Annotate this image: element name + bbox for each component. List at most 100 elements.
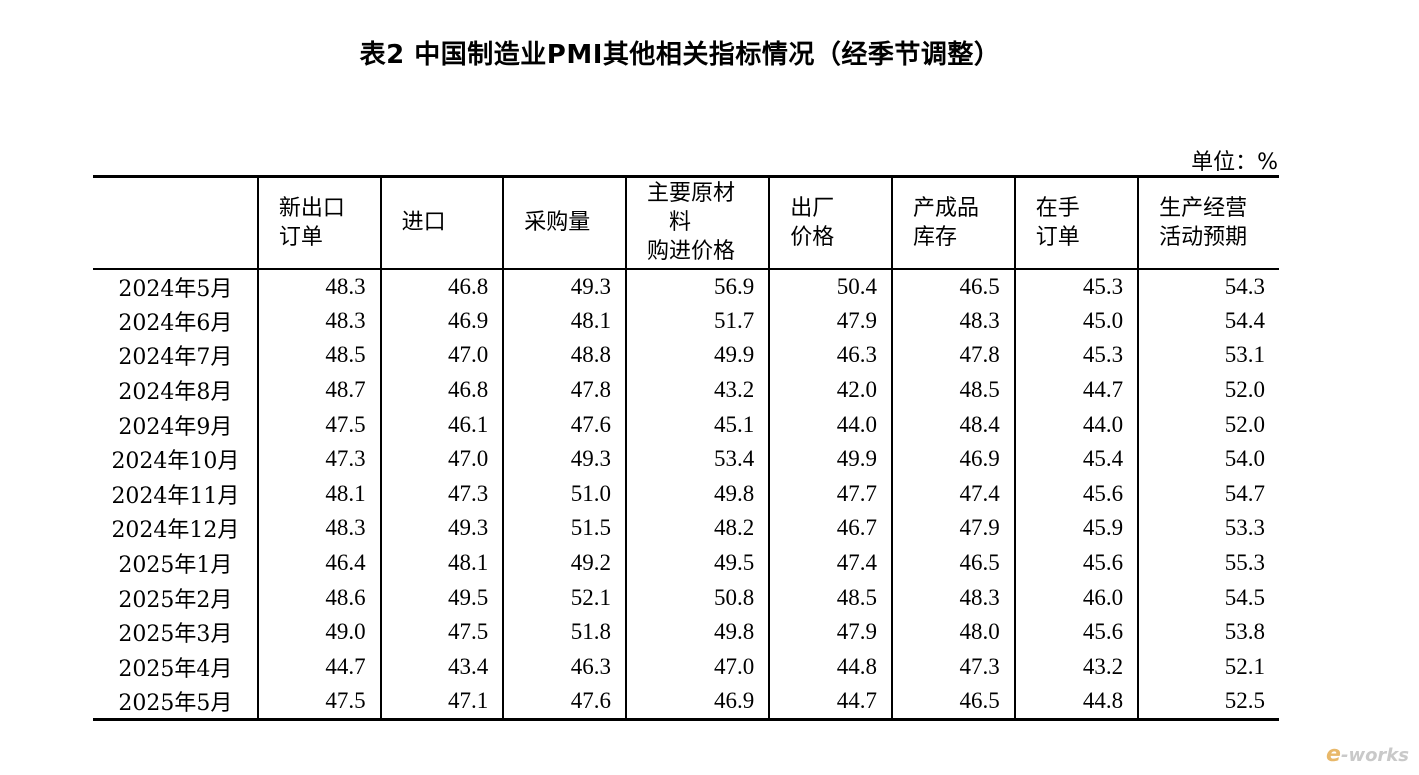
value-cell: 48.5 [891,372,1015,408]
value-cell: 45.3 [1013,268,1139,304]
table-body: 2024年5月 48.3 46.8 49.3 56.9 50.4 46.5 45.3 54.3 2… [93,268,1279,720]
value-cell: 44.7 [1013,372,1139,408]
value-cell: 48.7 [256,372,381,408]
value-cell: 46.8 [379,372,504,408]
value-cell: 48.1 [502,303,626,339]
table-row: 2024年12月 48.3 49.3 51.5 48.2 46.7 47.9 45.9 53.3 [93,511,1279,546]
table-title: 表2 中国制造业PMI其他相关指标情况（经季节调整） [359,40,1001,70]
eworks-logo: e-works [1326,742,1409,767]
value-cell: 46.5 [891,684,1015,720]
value-cell: 47.0 [379,338,504,373]
header-cell-finished-goods-inventory: 产成品 库存 [891,176,1015,270]
value-cell: 45.6 [1013,476,1139,512]
value-cell: 45.6 [1013,614,1139,650]
header-line: 新出口 [278,195,345,221]
value-cell: 47.1 [379,684,504,720]
value-cell: 51.5 [502,511,626,546]
table-header: 新出口 订单 进口 采购量 主要原材 料 购进价格 出厂 价格 产成品 库存 [93,176,1279,270]
value-cell: 42.0 [768,372,892,408]
header-line: 购进价格 [646,239,735,265]
header-line: 在手 [1035,195,1080,221]
table-row: 2025年2月 48.6 49.5 52.1 50.8 48.5 48.3 46.0 54.5 [93,580,1279,615]
value-cell: 46.5 [891,268,1015,304]
header-cell-business-expectations: 生产经营 活动预期 [1137,176,1279,270]
month-cell: 2024年10月 [111,449,240,475]
value-cell: 47.3 [891,649,1015,685]
value-cell: 49.3 [379,511,504,546]
header-cell-new-export-orders: 新出口 订单 [256,176,381,270]
month-cell: 2025年4月 [118,656,233,682]
value-cell: 53.1 [1137,338,1279,373]
header-line: 料 [668,210,691,236]
value-cell: 55.3 [1137,545,1279,581]
value-cell: 54.7 [1137,476,1279,512]
value-cell: 43.4 [379,649,504,685]
value-cell: 45.0 [1013,303,1139,339]
value-cell: 44.0 [1013,407,1139,442]
value-cell: 48.8 [502,338,626,373]
value-cell: 47.8 [891,338,1015,373]
value-cell: 47.3 [256,441,381,477]
value-cell: 45.6 [1013,545,1139,581]
value-cell: 46.5 [891,545,1015,581]
month-cell: 2025年3月 [118,622,233,648]
value-cell: 49.8 [624,614,770,650]
value-cell: 47.0 [624,649,770,685]
value-cell: 48.4 [891,407,1015,442]
value-cell: 48.2 [624,511,770,546]
value-cell: 47.9 [891,511,1015,546]
value-cell: 47.5 [379,614,504,650]
header-cell-imports: 进口 [379,176,504,270]
value-cell: 49.2 [502,545,626,581]
value-cell: 48.5 [256,338,381,373]
value-cell: 44.7 [768,684,892,720]
value-cell: 46.7 [768,511,892,546]
value-cell: 51.7 [624,303,770,339]
header-line: 主要原材 [646,181,735,207]
value-cell: 52.0 [1137,372,1279,408]
value-cell: 48.3 [256,303,381,339]
table-row: 2024年5月 48.3 46.8 49.3 56.9 50.4 46.5 45.3 54.3 [93,268,1279,304]
month-cell: 2024年5月 [118,276,233,302]
value-cell: 43.2 [1013,649,1139,685]
value-cell: 51.8 [502,614,626,650]
value-cell: 50.4 [768,268,892,304]
value-cell: 44.8 [768,649,892,685]
value-cell: 48.0 [891,614,1015,650]
value-cell: 46.9 [624,684,770,720]
value-cell: 47.8 [502,372,626,408]
value-cell: 52.1 [1137,649,1279,685]
header-cell-month [93,176,258,270]
value-cell: 53.8 [1137,614,1279,650]
header-line: 产成品 [913,195,980,221]
value-cell: 47.4 [891,476,1015,512]
month-cell: 2024年6月 [118,310,233,336]
value-cell: 56.9 [624,268,770,304]
value-cell: 54.3 [1137,268,1279,304]
value-cell: 48.3 [891,303,1015,339]
value-cell: 54.4 [1137,303,1279,339]
value-cell: 48.1 [379,545,504,581]
header-line: 价格 [790,224,835,250]
value-cell: 47.7 [768,476,892,512]
header-cell-backlog-orders: 在手 订单 [1013,176,1139,270]
value-cell: 46.0 [1013,580,1139,615]
header-line: 采购量 [524,210,591,236]
pmi-table: 新出口 订单 进口 采购量 主要原材 料 购进价格 出厂 价格 产成品 库存 [93,175,1279,722]
value-cell: 44.0 [768,407,892,442]
month-cell: 2024年11月 [111,483,240,509]
value-cell: 49.5 [624,545,770,581]
value-cell: 52.1 [502,580,626,615]
value-cell: 47.5 [256,684,381,720]
month-cell: 2024年12月 [111,518,240,544]
value-cell: 52.0 [1137,407,1279,442]
value-cell: 52.5 [1137,684,1279,720]
header-line: 订单 [1035,224,1080,250]
month-cell: 2024年9月 [118,414,233,440]
value-cell: 46.3 [502,649,626,685]
value-cell: 49.3 [502,441,626,477]
value-cell: 49.5 [379,580,504,615]
month-cell: 2025年5月 [118,691,233,717]
table-row: 2025年5月 47.5 47.1 47.6 46.9 44.7 46.5 44.8 52.5 [93,684,1279,720]
value-cell: 45.4 [1013,441,1139,477]
